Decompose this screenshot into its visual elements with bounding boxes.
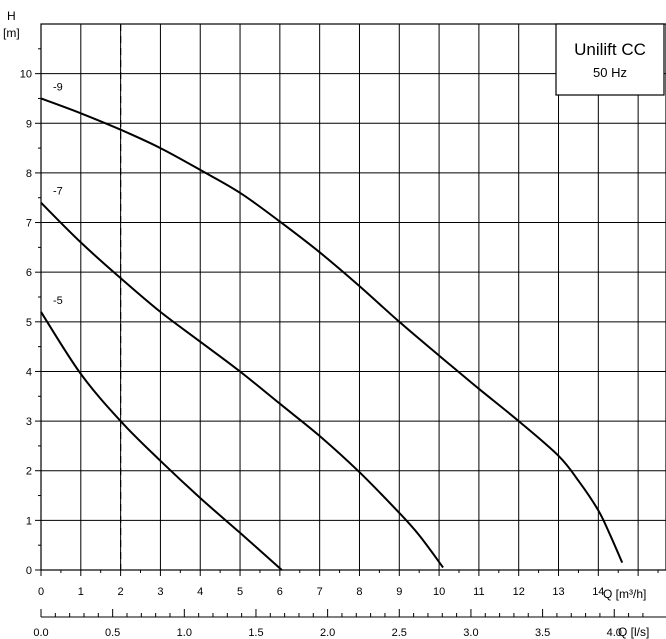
chart-title: Unilift CC (574, 40, 646, 59)
y-tick-label: 8 (26, 168, 32, 180)
curve-label: -5 (53, 295, 63, 307)
x2-tick-label: 0.5 (105, 627, 120, 639)
y-tick-label: 0 (26, 565, 32, 577)
y-tick-label: 1 (26, 515, 32, 527)
x2-tick-label: 1.5 (248, 627, 263, 639)
x-tick-label: 13 (552, 586, 564, 598)
chart-subtitle: 50 Hz (593, 65, 627, 80)
y-tick-label: 6 (26, 267, 32, 279)
x2-tick-label: 2.5 (392, 627, 407, 639)
curve-minus-7 (40, 201, 444, 569)
grid (40, 23, 666, 571)
legend-frame (555, 23, 665, 96)
x-tick-label: 6 (277, 586, 283, 598)
x-axis: 0 1 2 3 4 5 6 7 8 9 10 11 12 13 14 (38, 570, 659, 598)
y-tick-label: 3 (26, 416, 32, 428)
x-tick-label: 7 (317, 586, 323, 598)
x2-axis-label: Q [l/s] (618, 625, 649, 639)
x-axis-label: Q [m³/h] (603, 587, 646, 601)
y-tick-label: 2 (26, 466, 32, 478)
curve-label: -7 (53, 186, 63, 198)
x2-tick-label: 4.0 (607, 627, 622, 639)
x-tick-label: 4 (197, 586, 203, 598)
y-tick-label: 4 (26, 366, 32, 378)
x-tick-label: 0 (38, 586, 44, 598)
x-tick-label: 8 (356, 586, 362, 598)
x-tick-label: 1 (78, 586, 84, 598)
x-tick-label: 3 (157, 586, 163, 598)
legend-box: Unilift CC 50 Hz (555, 23, 665, 96)
x-tick-label: 11 (473, 586, 484, 598)
y-tick-label: 5 (26, 317, 32, 329)
y-axis-symbol: H (7, 9, 16, 23)
y-tick-label: 9 (26, 118, 32, 130)
x2-axis: 0.0 0.5 1.0 1.5 2.0 2.5 3.0 3.5 4.0 (33, 609, 666, 639)
x2-tick-label: 0.0 (33, 627, 48, 639)
y-axis: 0 1 2 3 4 5 6 7 8 9 10 (20, 48, 41, 577)
x-tick-label: 5 (237, 586, 243, 598)
curves: -9 -7 -5 (40, 81, 624, 571)
y-tick-label: 10 (20, 69, 32, 81)
curve-minus-9 (40, 97, 624, 563)
x-tick-label: 12 (513, 586, 525, 598)
y-axis-unit: [m] (3, 26, 20, 40)
x2-tick-label: 2.0 (320, 627, 335, 639)
curve-minus-5 (40, 311, 283, 571)
plot-frame (40, 23, 666, 571)
x-tick-label: 14 (592, 586, 604, 598)
x2-tick-label: 1.0 (177, 627, 192, 639)
x-tick-label: 10 (433, 586, 445, 598)
x2-tick-label: 3.0 (463, 627, 478, 639)
y-tick-label: 7 (26, 218, 32, 230)
x2-tick-label: 3.5 (535, 627, 550, 639)
x-tick-label: 9 (396, 586, 402, 598)
x-tick-label: 2 (118, 586, 124, 598)
curve-label: -9 (53, 81, 63, 93)
